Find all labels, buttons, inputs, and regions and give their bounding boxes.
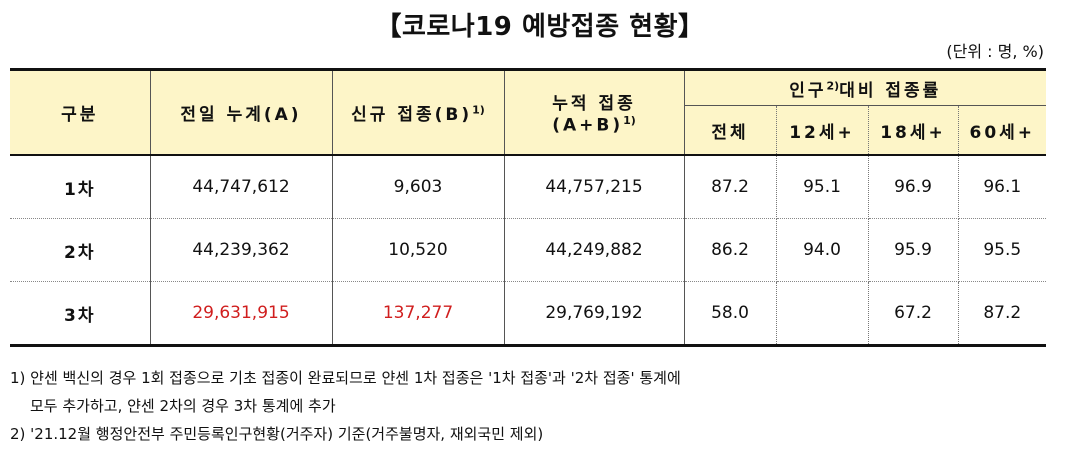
header-rate-footnote: 2) xyxy=(826,78,840,92)
cell-cumulative: 44,249,882 xyxy=(504,218,685,282)
table-row: 1차 44,747,612 9,603 44,757,215 87.2 95.1… xyxy=(10,155,1047,219)
cell-prev-total: 29,631,915 xyxy=(150,281,333,347)
header-sub-60: 60세+ xyxy=(958,105,1047,155)
header-prev-total: 전일 누계(A) xyxy=(150,69,333,155)
cell-new: 9,603 xyxy=(332,155,505,219)
cell-new: 10,520 xyxy=(332,218,505,282)
header-new-footnote: 1) xyxy=(472,103,485,117)
cell-rate-18: 95.9 xyxy=(868,218,959,282)
cell-rate-60: 96.1 xyxy=(958,155,1047,219)
table-row: 2차 44,239,362 10,520 44,249,882 86.2 94.… xyxy=(10,218,1047,282)
cell-rate-18: 96.9 xyxy=(868,155,959,219)
header-sub-total: 전체 xyxy=(684,105,777,155)
cell-rate-total: 58.0 xyxy=(684,281,777,347)
cell-rate-12 xyxy=(776,281,869,347)
cell-prev-total: 44,239,362 xyxy=(150,218,333,282)
header-sub-12: 12세+ xyxy=(776,105,869,155)
cell-prev-total: 44,747,612 xyxy=(150,155,333,219)
footnote-2: 2) '21.12월 행정안전부 주민등록인구현황(거주자) 기준(거주불명자,… xyxy=(10,425,544,443)
cell-rate-18: 67.2 xyxy=(868,281,959,347)
header-cumulative-footnote: 1) xyxy=(623,114,636,128)
cell-rate-60: 87.2 xyxy=(958,281,1047,347)
header-cumulative-line1: 누적 접종 xyxy=(552,94,636,115)
header-cumulative-line2: (A+B) xyxy=(552,115,624,136)
header-new-label: 신규 접종(B) xyxy=(351,105,473,125)
footnote-1: 1) 얀센 백신의 경우 1회 접종으로 기초 접종이 완료되므로 얀센 1차 … xyxy=(10,369,681,387)
cell-rate-12: 94.0 xyxy=(776,218,869,282)
header-new: 신규 접종(B)1) xyxy=(332,69,505,155)
header-rate-suffix: 대비 접종률 xyxy=(839,80,942,101)
header-cumulative: 누적 접종 (A+B)1) xyxy=(504,69,685,155)
cell-cumulative: 44,757,215 xyxy=(504,155,685,219)
cell-rate-total: 86.2 xyxy=(684,218,777,282)
table-row: 3차 29,631,915 137,277 29,769,192 58.0 67… xyxy=(10,281,1047,347)
cell-new: 137,277 xyxy=(332,281,505,347)
footnote-1-cont: 모두 추가하고, 얀센 2차의 경우 3차 통계에 추가 xyxy=(30,397,336,415)
unit-label: (단위 : 명, %) xyxy=(946,42,1044,61)
header-rate: 인구2)대비 접종률 xyxy=(684,70,1046,106)
cell-rate-12: 95.1 xyxy=(776,155,869,219)
row-label: 3차 xyxy=(10,281,151,347)
row-label: 1차 xyxy=(10,155,151,219)
header-sub-18: 18세+ xyxy=(868,105,959,155)
cell-rate-60: 95.5 xyxy=(958,218,1047,282)
cell-cumulative: 29,769,192 xyxy=(504,281,685,347)
vaccination-table: 구분 전일 누계(A) 신규 접종(B)1) 누적 접종 (A+B)1) 인구2)… xyxy=(10,68,1047,347)
row-label: 2차 xyxy=(10,218,151,282)
cell-rate-total: 87.2 xyxy=(684,155,777,219)
page-title: 【코로나19 예방접종 현황】 xyxy=(375,12,705,42)
header-category: 구분 xyxy=(10,69,151,155)
footnotes: 1) 얀센 백신의 경우 1회 접종으로 기초 접종이 완료되므로 얀센 1차 … xyxy=(10,364,681,448)
header-rate-prefix: 인구 xyxy=(789,80,827,101)
